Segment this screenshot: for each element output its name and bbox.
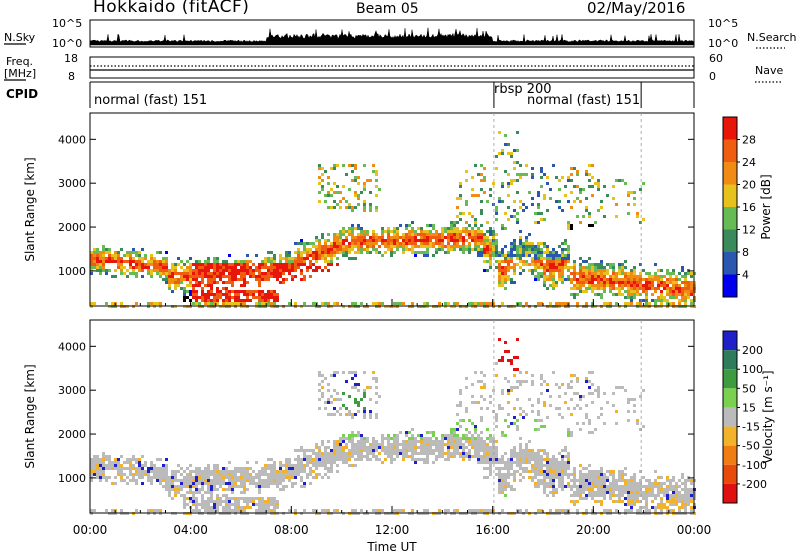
power-colorbar-label: Power [dB] [759, 174, 773, 239]
velocity-colorbar-label: Velocity [m s⁻¹] [761, 370, 775, 463]
power-colorbar-tick-label-4: 20 [742, 179, 756, 192]
velocity-colorbar-segment-2 [723, 369, 737, 389]
power-colorbar-segment-2 [723, 229, 737, 252]
nave-tick-bottom: 0 [709, 70, 716, 83]
power-colorbar-tick-label-2: 12 [742, 224, 756, 237]
station-title: Hokkaido (fitACF) [93, 0, 250, 17]
power-panel-cells [90, 131, 696, 308]
power-panel-ytick-label-2000: 2000 [58, 221, 86, 234]
velocity-panel-ytick-label-3000: 3000 [58, 384, 86, 397]
xtick-label-5: 20:00 [576, 523, 611, 537]
velocity-colorbar-frame [722, 330, 738, 504]
velocity-colorbar-segment-8 [723, 483, 737, 503]
power-colorbar-segment-7 [723, 117, 737, 140]
xtick-label-0: 00:00 [73, 523, 108, 537]
power-colorbar-tick-label-0: 4 [742, 269, 749, 282]
velocity-colorbar-tick-label-5: -50 [742, 440, 760, 453]
noise-search-tick-bottom: 10^0 [708, 37, 739, 50]
cpid-segment-1: normal (fast) 151 [94, 93, 208, 108]
power-colorbar-segment-0 [723, 274, 737, 297]
velocity-panel-cells [90, 338, 696, 515]
velocity-panel-ytick-label-4000: 4000 [58, 340, 86, 353]
power-colorbar-tick-label-1: 8 [742, 246, 749, 259]
power-colorbar-segment-3 [723, 207, 737, 230]
velocity-colorbar-tick-label-4: -15 [742, 421, 760, 434]
nave-label: Nave [755, 64, 784, 77]
power-colorbar-tick-label-6: 28 [742, 134, 756, 147]
xaxis-label: Time UT [366, 540, 417, 554]
xtick-label-3: 12:00 [375, 523, 410, 537]
velocity-colorbar-segment-6 [723, 445, 737, 465]
power-panel-ytick-label-3000: 3000 [58, 177, 86, 190]
xtick-label-6: 00:00 [677, 523, 712, 537]
beam-label: Beam 05 [356, 1, 419, 17]
power-colorbar-segment-5 [723, 162, 737, 185]
freq-label: Freq. [6, 55, 34, 68]
noise-sky-series [89, 27, 695, 46]
velocity-colorbar-segment-5 [723, 426, 737, 446]
velocity-colorbar-tick-label-6: -100 [742, 459, 767, 472]
power-panel-ytick-label-1000: 1000 [58, 265, 86, 278]
freq-panel-frame [89, 56, 695, 79]
power-colorbar-segment-4 [723, 184, 737, 207]
velocity-colorbar-tick-label-1: 100 [742, 363, 763, 376]
cpid-segment-2: rbsp 200 [494, 82, 552, 97]
noise-search-tick-top: 10^5 [708, 17, 739, 30]
xtick-label-1: 04:00 [173, 523, 208, 537]
power-colorbar-tick-label-5: 24 [742, 156, 756, 169]
xtick-label-4: 16:00 [475, 523, 510, 537]
velocity-colorbar-segment-7 [723, 464, 737, 484]
velocity-panel-ytick-label-2000: 2000 [58, 428, 86, 441]
velocity-colorbar-tick-label-2: 50 [742, 382, 756, 395]
velocity-colorbar-segment-3 [723, 388, 737, 408]
freq-tick-bottom: 8 [68, 70, 75, 83]
power-panel-ytick-label-4000: 4000 [58, 133, 86, 146]
velocity-panel-ylabel: Slant Range [km] [23, 364, 37, 468]
power-colorbar-segment-6 [723, 139, 737, 162]
xtick-label-2: 08:00 [274, 523, 309, 537]
noise-sky-tick-bottom: 10^0 [52, 37, 83, 50]
velocity-colorbar-segment-1 [723, 350, 737, 370]
noise-sky-tick-top: 10^5 [52, 17, 83, 30]
noise-search-label: N.Search [747, 31, 797, 44]
noise-sky-label: N.Sky [4, 31, 36, 44]
velocity-colorbar-tick-label-0: 200 [742, 344, 763, 357]
freq-tick-top: 18 [64, 52, 78, 65]
velocity-colorbar-segment-4 [723, 407, 737, 427]
noise-panel-frame [89, 19, 695, 48]
cpid-label: CPID [6, 87, 39, 101]
velocity-panel-ytick-label-1000: 1000 [58, 472, 86, 485]
nave-tick-top: 60 [709, 52, 723, 65]
power-panel-ylabel: Slant Range [km] [23, 157, 37, 261]
velocity-colorbar-tick-label-7: -200 [742, 478, 767, 491]
power-colorbar-segment-1 [723, 252, 737, 275]
velocity-colorbar-tick-label-3: 15 [742, 401, 756, 414]
power-colorbar-tick-label-3: 16 [742, 201, 756, 214]
date-label: 02/May/2016 [587, 0, 686, 17]
freq-unit-label: [MHz] [4, 67, 37, 80]
velocity-colorbar-segment-0 [723, 331, 737, 351]
cpid-segment-3: normal (fast) 151 [527, 93, 641, 108]
